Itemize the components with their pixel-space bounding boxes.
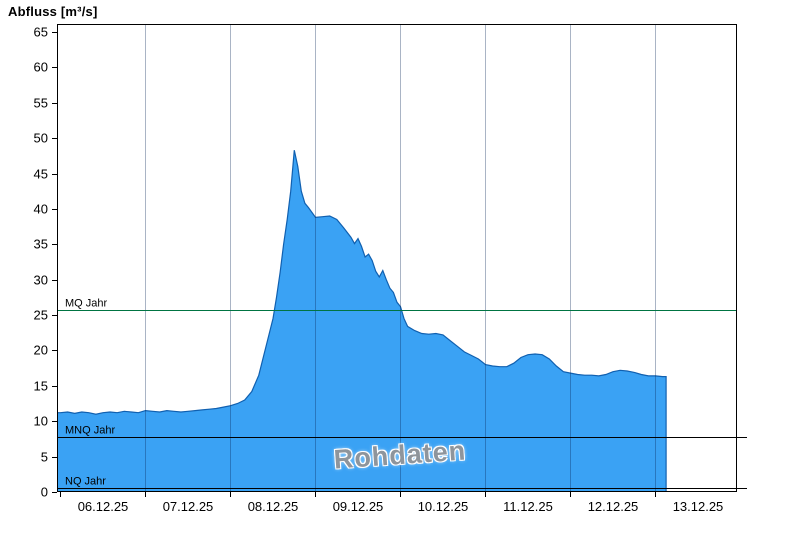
y-tick-label: 40 <box>34 202 48 217</box>
y-tick-label: 60 <box>34 60 48 75</box>
y-tick-label: 45 <box>34 167 48 182</box>
discharge-area <box>57 150 667 492</box>
nq-jahr-label: NQ Jahr <box>65 476 106 488</box>
y-tick-label: 25 <box>34 308 48 323</box>
y-tick-label: 10 <box>34 414 48 429</box>
y-tick-label: 15 <box>34 379 48 394</box>
mnq-jahr-label: MNQ Jahr <box>65 425 115 437</box>
plot-border <box>57 24 737 492</box>
y-tick-label: 5 <box>41 450 48 465</box>
x-tick-label: 10.12.25 <box>418 499 469 514</box>
chart-title: Abfluss [m³/s] <box>8 4 98 19</box>
x-tick-label: 09.12.25 <box>333 499 384 514</box>
discharge-line <box>57 150 667 492</box>
y-tick-label: 30 <box>34 273 48 288</box>
x-tick-label: 07.12.25 <box>163 499 214 514</box>
mq-jahr-label: MQ Jahr <box>65 298 108 310</box>
y-tick-label: 50 <box>34 131 48 146</box>
y-tick-label: 0 <box>41 485 48 500</box>
x-tick-label: 12.12.25 <box>588 499 639 514</box>
x-tick-label: 11.12.25 <box>503 499 553 514</box>
x-tick-label: 13.12.25 <box>673 499 724 514</box>
y-tick-label: 35 <box>34 237 48 252</box>
x-tick-label: 06.12.25 <box>78 499 129 514</box>
y-tick-label: 55 <box>34 96 48 111</box>
x-tick-label: 08.12.25 <box>248 499 299 514</box>
y-tick-label: 65 <box>34 25 48 40</box>
y-tick-label: 20 <box>34 343 48 358</box>
